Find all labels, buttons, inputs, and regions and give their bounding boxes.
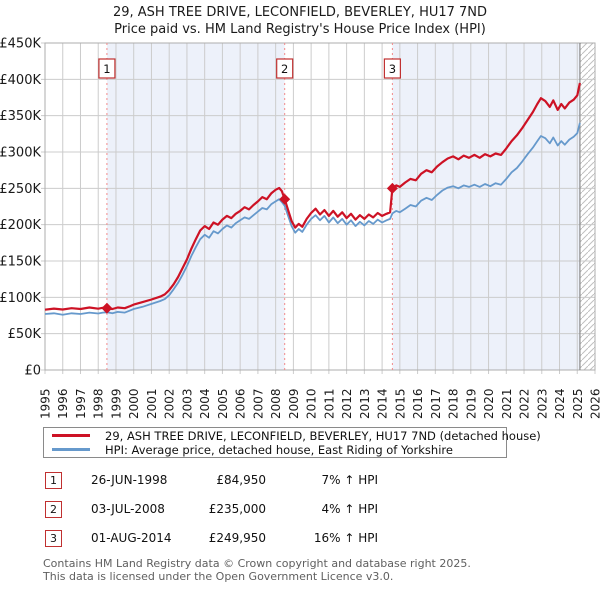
transaction-hpi-delta: 7% ↑ HPI [321,473,378,487]
x-axis-label: 2005 [216,388,230,419]
x-axis-label: 2026 [589,388,600,419]
chart-title-line1: 29, ASH TREE DRIVE, LECONFIELD, BEVERLEY… [112,5,488,20]
x-axis-label: 2022 [518,388,532,419]
x-axis-label: 2016 [411,388,425,419]
x-axis-label: 2014 [376,388,390,419]
y-axis-label: £450K [0,37,41,52]
x-axis-label: 2020 [482,388,496,419]
sale-number-box-2 [276,58,294,79]
transaction-hpi-delta: 4% ↑ HPI [321,502,378,516]
x-axis-label: 1999 [109,388,123,419]
x-axis-label: 2023 [535,388,549,419]
y-axis-label: £150K [0,255,41,270]
legend-label-property: 29, ASH TREE DRIVE, LECONFIELD, BEVERLEY… [105,428,541,443]
y-axis-label: £350K [0,109,41,124]
x-axis-label: 2009 [287,388,301,419]
transaction-number-badge: 1 [45,472,62,489]
y-axis-label: £300K [0,146,41,161]
series-line-price-paid-hpi-adjusted [44,82,581,311]
x-axis-label: 2008 [269,388,283,419]
price-history-chart: 1 2 3 £0 £50K £100K £150K £200K £250K £300K £350K £… [0,37,600,420]
ownership-shade-region [392,43,580,370]
sale-marker-3 [386,182,398,194]
sale-marker-2 [279,193,291,205]
chart-legend: 29, ASH TREE DRIVE, LECONFIELD, BEVERLEY… [43,427,541,458]
series-line-hpi-average [44,122,581,316]
legend-label-hpi: HPI: Average price, detached house, East… [105,442,453,457]
y-axis-label: £0 [24,364,41,379]
legend-line-swatch-hpi [52,448,90,451]
y-axis-label: £50K [8,327,42,342]
licence-footer-line1: Contains HM Land Registry data © Crown c… [43,557,471,570]
x-axis-label: 2010 [305,388,319,419]
transaction-price: £84,950 [216,473,266,487]
x-axis-label: 2011 [322,388,336,419]
x-axis-label: 2004 [198,388,212,419]
transaction-price: £249,950 [208,531,266,545]
ownership-shade-region [106,43,285,370]
transaction-date: 26-JUN-1998 [91,473,168,487]
transaction-date: 01-AUG-2014 [91,531,172,545]
sale-number-box-1 [98,58,116,79]
x-axis-label: 1998 [92,388,106,419]
x-axis-label: 2025 [571,388,585,419]
x-axis-label: 1996 [56,388,70,419]
transactions-table: 1 26-JUN-1998 £84,950 7% ↑ HPI 2 03-JUL-… [43,472,563,557]
chart-title-line2: Price paid vs. HM Land Registry's House … [114,22,486,37]
transaction-row: 1 26-JUN-1998 £84,950 7% ↑ HPI [43,472,563,493]
x-axis-label: 2015 [393,388,407,419]
y-axis-label: £200K [0,218,41,233]
sale-number-label-3: 3 [389,62,396,76]
y-axis-label: £250K [0,182,41,197]
y-axis-label: £400K [0,73,41,88]
x-axis-label: 2007 [251,388,265,419]
x-axis-label: 1997 [74,388,88,419]
x-axis-label: 2018 [447,388,461,419]
chart-title: 29, ASH TREE DRIVE, LECONFIELD, BEVERLEY… [0,4,600,38]
transaction-number-badge: 3 [45,530,62,547]
x-axis-label: 2003 [180,388,194,419]
transaction-row: 2 03-JUL-2008 £235,000 4% ↑ HPI [43,501,563,522]
x-axis-label: 2021 [500,388,514,419]
x-axis-label: 2024 [553,388,567,419]
sale-number-box-3 [383,58,401,79]
sale-marker-1 [101,302,113,314]
x-axis-label: 2001 [145,388,159,419]
legend-item-property: 29, ASH TREE DRIVE, LECONFIELD, BEVERLEY… [44,429,541,443]
x-axis-label: 1995 [39,388,53,419]
plot-border [44,42,596,371]
x-axis-label: 2012 [340,388,354,419]
licence-footer: Contains HM Land Registry data © Crown c… [43,557,471,583]
sale-number-label-1: 1 [103,62,110,76]
legend-item-hpi: HPI: Average price, detached house, East… [44,443,506,457]
licence-footer-line2: This data is licensed under the Open Gov… [43,570,394,583]
transaction-number-badge: 2 [45,501,62,518]
future-hatch-region [579,43,595,370]
y-axis-label: £100K [0,291,41,306]
transaction-price: £235,000 [208,502,266,516]
x-axis-label: 2002 [163,388,177,419]
transaction-row: 3 01-AUG-2014 £249,950 16% ↑ HPI [43,530,563,551]
x-axis-label: 2019 [464,388,478,419]
x-axis-label: 2006 [234,388,248,419]
transaction-date: 03-JUL-2008 [91,502,165,516]
sale-number-label-2: 2 [281,62,288,76]
x-axis-label: 2017 [429,388,443,419]
x-axis-label: 2000 [127,388,141,419]
legend-line-swatch-property [52,434,90,437]
transaction-hpi-delta: 16% ↑ HPI [313,531,378,545]
x-axis-label: 2013 [358,388,372,419]
